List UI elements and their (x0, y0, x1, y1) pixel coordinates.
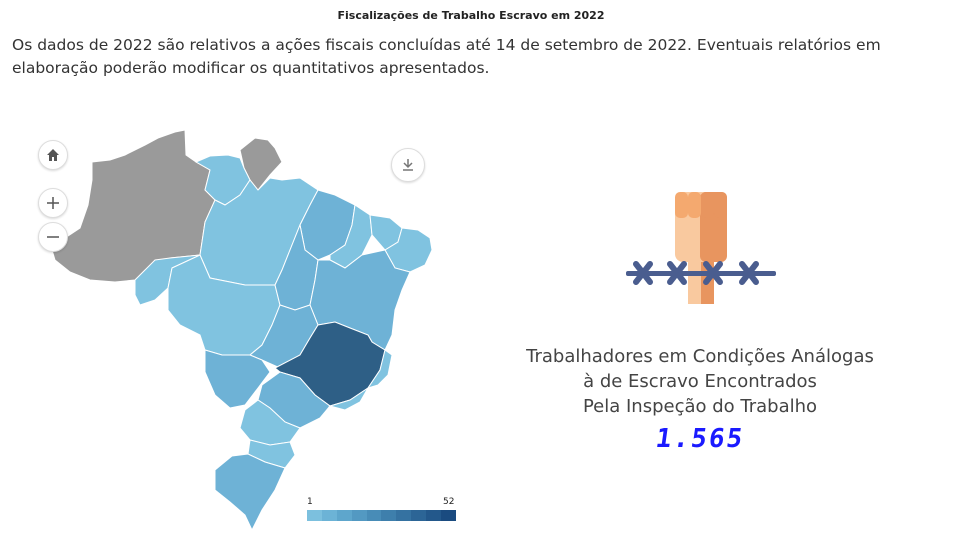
legend-min-label: 1 (307, 497, 313, 507)
stat-label-line3: Pela Inspeção do Trabalho (582, 396, 818, 417)
legend-swatch (366, 510, 382, 521)
stat-label: Trabalhadores em Condições Análogas à de… (490, 344, 910, 419)
brazil-map (0, 110, 470, 550)
legend-swatch (381, 510, 397, 521)
legend-max-label: 52 (443, 497, 455, 507)
state-ne-coast[interactable] (384, 227, 433, 273)
legend-swatch (351, 510, 367, 521)
map-canvas (51, 129, 433, 532)
stat-label-line1: Trabalhadores em Condições Análogas (526, 346, 874, 367)
legend-swatch (441, 510, 456, 521)
page-title: Fiscalizações de Trabalho Escravo em 202… (337, 9, 605, 22)
raised-fist-chain-icon (626, 192, 776, 304)
legend-swatch (336, 510, 352, 521)
download-icon (403, 159, 413, 171)
state-rs[interactable] (214, 453, 286, 532)
state-pr[interactable] (239, 399, 301, 446)
minus-icon (47, 236, 59, 238)
legend-swatch (307, 510, 322, 521)
plus-icon (47, 197, 59, 209)
download-button[interactable] (391, 148, 425, 182)
legend-swatch (321, 510, 337, 521)
stat-value: 1.565 (653, 424, 747, 454)
legend-swatch (411, 510, 427, 521)
legend-swatch (426, 510, 442, 521)
home-icon (47, 149, 59, 161)
state-ms[interactable] (204, 349, 271, 409)
state-rj[interactable] (328, 387, 369, 411)
zoom-in-button[interactable] (38, 188, 68, 218)
zoom-out-button[interactable] (38, 222, 68, 252)
legend-swatch (396, 510, 412, 521)
state-es[interactable] (366, 349, 393, 389)
home-button[interactable] (38, 140, 68, 170)
page-subtitle: Os dados de 2022 são relativos a ações f… (12, 36, 881, 77)
color-legend (307, 510, 456, 521)
stat-label-line2: à de Escravo Encontrados (583, 371, 817, 392)
